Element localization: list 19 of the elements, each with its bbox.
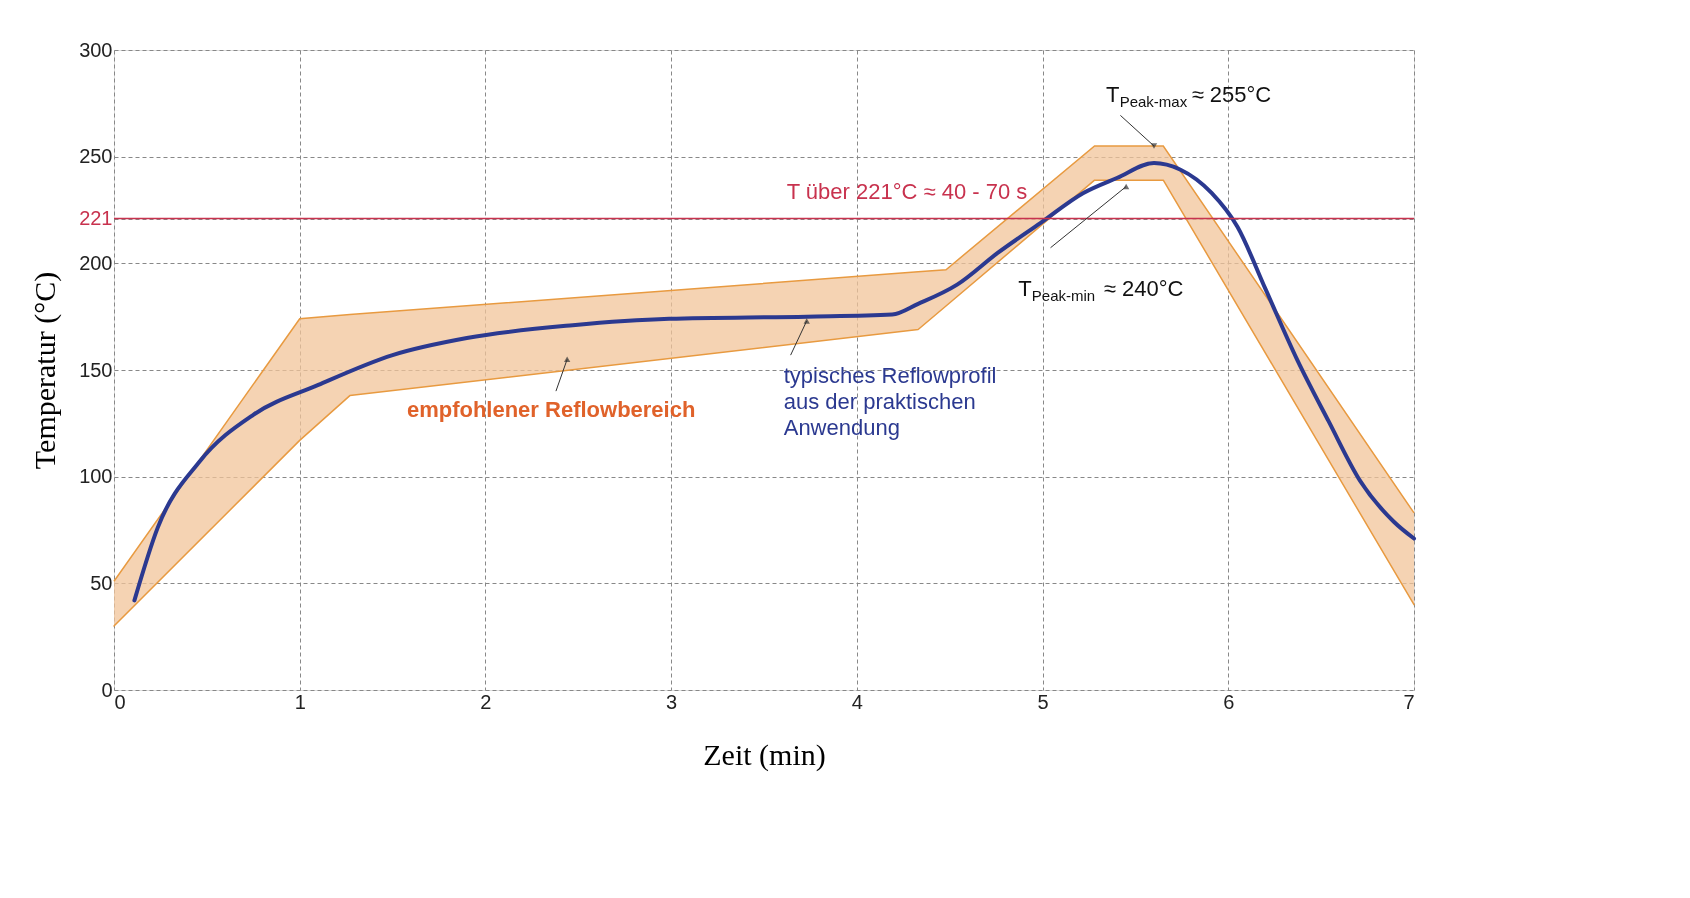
x-tick-label: 2 [480,690,492,713]
x-tick-label: 1 [294,690,306,713]
y-axis-title: Temperatur (°C) [28,271,63,470]
y-tick-label: 250 [79,145,113,168]
x-tick-label: 5 [1037,690,1049,713]
y-tick-label: 50 [90,571,113,594]
y-tick-label: 200 [79,251,113,274]
x-tick-label: 4 [851,690,863,713]
annotation: empfohlener Reflowbereich [406,397,696,423]
y-tick-label: 150 [79,358,113,381]
x-tick-label: 7 [1403,690,1415,713]
y-tick-label: 300 [79,38,113,61]
x-tick-label: 3 [666,690,678,713]
y-tick-label: 221 [79,207,113,230]
x-tick-label: 6 [1223,690,1235,713]
ref-line-label: T über 221°C ≈ 40 - 70 s [786,178,1028,204]
y-tick-label: 100 [79,465,113,488]
annotation: typisches Reflowprofil aus der praktischen Anwendung [783,362,997,440]
x-axis-title: Zeit (min) [703,737,826,772]
